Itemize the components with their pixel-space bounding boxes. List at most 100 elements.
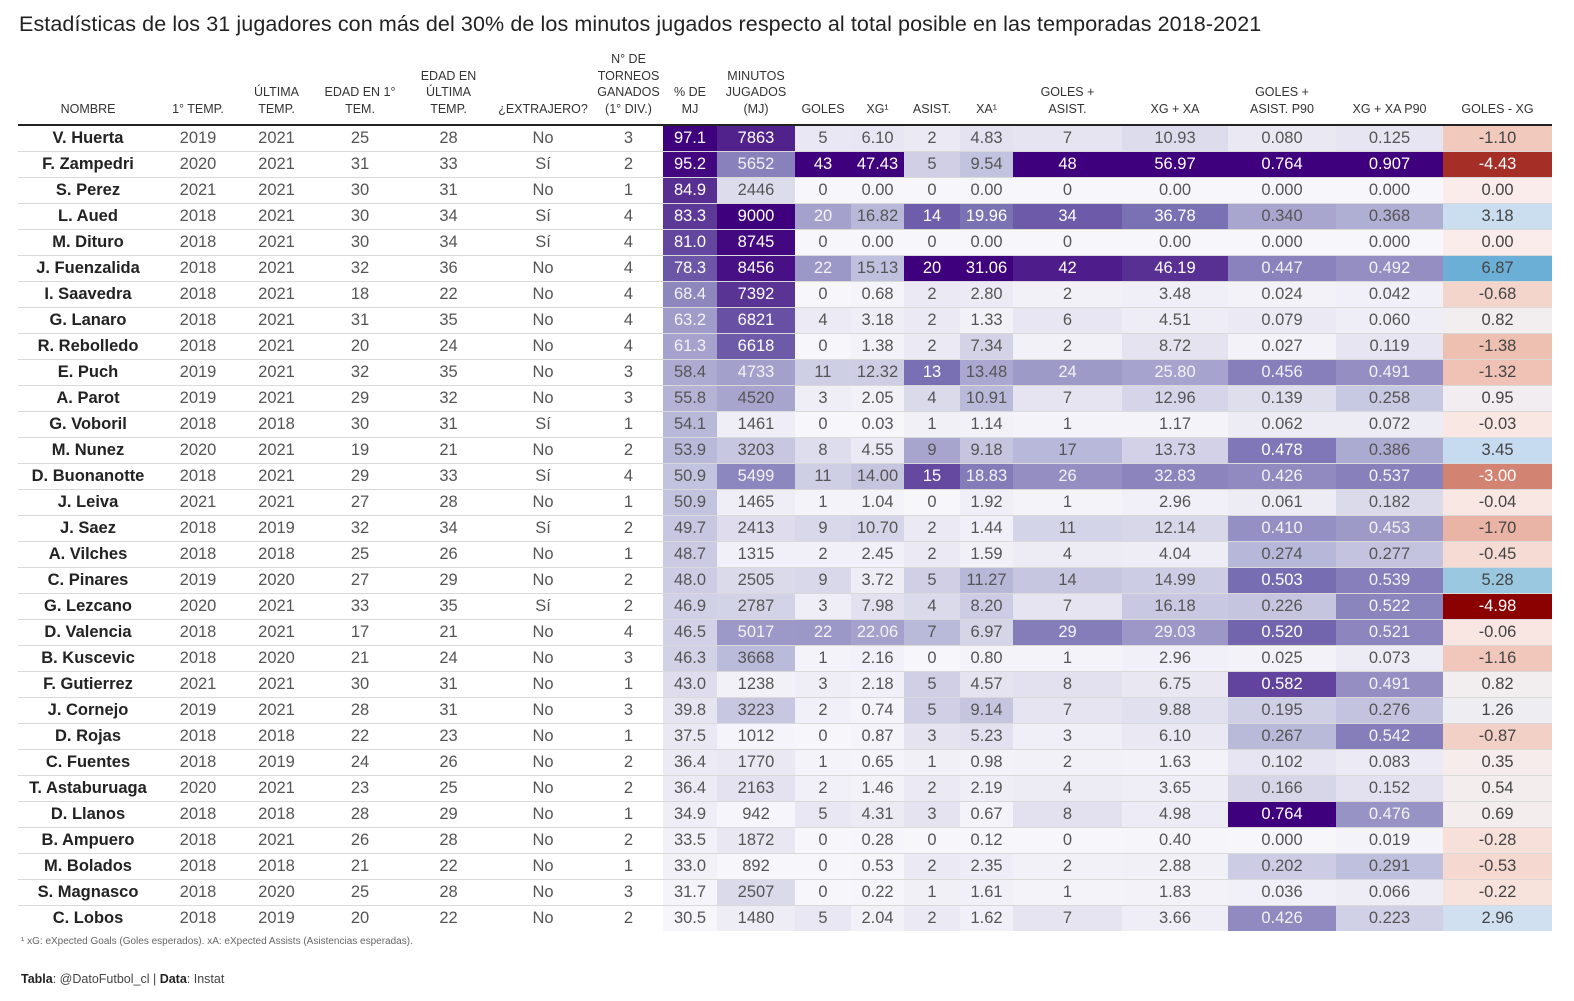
table-row: B. Ampuero 2018 2021 26 28 No 2 33.5 1872 0 0.28 0 0… (18, 827, 1552, 854)
cell-assists: 2 (904, 853, 960, 880)
cell-goals: 8 (795, 437, 851, 464)
cell-age-first: 32 (315, 515, 405, 542)
cell-assists: 4 (904, 593, 960, 620)
cell-minutes: 892 (717, 853, 795, 880)
cell-goals: 3 (795, 671, 851, 698)
cell-minutes: 3668 (717, 645, 795, 672)
cell-ga-p90: 0.000 (1228, 827, 1336, 854)
cell-xg-xa: 16.18 (1122, 593, 1228, 620)
cell-titles: 2 (594, 775, 663, 802)
cell-age-last: 35 (405, 359, 492, 386)
cell-goals-minus-xg: 3.18 (1443, 203, 1552, 230)
cell-age-first: 30 (315, 177, 405, 204)
cell-minutes: 942 (717, 801, 795, 828)
cell-goals-assists: 7 (1013, 385, 1122, 412)
cell-foreign: No (492, 775, 594, 802)
col-header-age-last: EDAD EN ÚLTIMA TEMP. (405, 46, 492, 126)
cell-xg-xa: 46.19 (1122, 255, 1228, 282)
cell-pct: 54.1 (663, 411, 717, 438)
cell-xg: 0.22 (851, 879, 904, 906)
cell-name: L. Aued (18, 203, 158, 230)
cell-pct: 43.0 (663, 671, 717, 698)
table-row: B. Kuscevic 2018 2020 21 24 No 3 46.3 3668 1 2.16 0… (18, 645, 1552, 672)
cell-first-season: 2020 (158, 593, 238, 620)
cell-foreign: No (492, 255, 594, 282)
cell-pct: 81.0 (663, 229, 717, 256)
cell-goals: 5 (795, 905, 851, 931)
cell-first-season: 2018 (158, 307, 238, 334)
cell-xgxa-p90: 0.152 (1336, 775, 1443, 802)
cell-xg: 2.04 (851, 905, 904, 931)
cell-pct: 48.7 (663, 541, 717, 568)
cell-xgxa-p90: 0.083 (1336, 749, 1443, 776)
cell-xg-xa: 1.17 (1122, 411, 1228, 438)
tabla-label: Tabla (21, 972, 53, 986)
cell-age-first: 21 (315, 645, 405, 672)
cell-age-last: 31 (405, 697, 492, 724)
cell-foreign: Sí (492, 203, 594, 230)
cell-xg: 2.45 (851, 541, 904, 568)
table-row: G. Voboril 2018 2018 30 31 Sí 1 54.1 1461 0 0.03 1 1… (18, 411, 1552, 438)
cell-xa: 31.06 (960, 255, 1013, 282)
cell-titles: 3 (594, 125, 663, 152)
cell-assists: 7 (904, 619, 960, 646)
table-body: V. Huerta 2019 2021 25 28 No 3 97.1 7863 5 6.10 2 4.… (18, 125, 1552, 931)
cell-ga-p90: 0.195 (1228, 697, 1336, 724)
cell-xg-xa: 3.48 (1122, 281, 1228, 308)
col-header-first-season: 1° TEMP. (158, 46, 238, 126)
table-row: C. Pinares 2019 2020 27 29 No 2 48.0 2505 9 3.72 5 1… (18, 567, 1552, 594)
cell-xg: 22.06 (851, 619, 904, 646)
cell-titles: 1 (594, 177, 663, 204)
col-header-age-first: EDAD EN 1° TEM. (315, 46, 405, 126)
cell-last-season: 2019 (238, 515, 315, 542)
cell-last-season: 2018 (238, 853, 315, 880)
cell-age-last: 21 (405, 619, 492, 646)
cell-goals-minus-xg: 2.96 (1443, 905, 1552, 931)
cell-first-season: 2018 (158, 333, 238, 360)
cell-xa: 5.23 (960, 723, 1013, 750)
cell-first-season: 2018 (158, 463, 238, 490)
cell-goals-minus-xg: -0.28 (1443, 827, 1552, 854)
cell-titles: 1 (594, 489, 663, 516)
cell-pct: 95.2 (663, 151, 717, 178)
cell-goals-minus-xg: -1.32 (1443, 359, 1552, 386)
cell-titles: 4 (594, 229, 663, 256)
cell-ga-p90: 0.024 (1228, 281, 1336, 308)
cell-first-season: 2018 (158, 723, 238, 750)
cell-xgxa-p90: 0.542 (1336, 723, 1443, 750)
cell-ga-p90: 0.139 (1228, 385, 1336, 412)
cell-xgxa-p90: 0.060 (1336, 307, 1443, 334)
cell-goals: 0 (795, 333, 851, 360)
cell-minutes: 1770 (717, 749, 795, 776)
table-row: S. Perez 2021 2021 30 31 No 1 84.9 2446 0 0.00 0 0.0… (18, 177, 1552, 204)
cell-xgxa-p90: 0.223 (1336, 905, 1443, 931)
cell-minutes: 5652 (717, 151, 795, 178)
cell-minutes: 2413 (717, 515, 795, 542)
cell-goals-minus-xg: 0.69 (1443, 801, 1552, 828)
cell-assists: 0 (904, 177, 960, 204)
cell-first-season: 2018 (158, 411, 238, 438)
cell-goals-assists: 29 (1013, 619, 1122, 646)
cell-age-last: 29 (405, 801, 492, 828)
cell-name: M. Nunez (18, 437, 158, 464)
cell-ga-p90: 0.582 (1228, 671, 1336, 698)
table-row: V. Huerta 2019 2021 25 28 No 3 97.1 7863 5 6.10 2 4.… (18, 125, 1552, 152)
cell-minutes: 2507 (717, 879, 795, 906)
cell-age-first: 32 (315, 359, 405, 386)
cell-xg: 4.55 (851, 437, 904, 464)
cell-xgxa-p90: 0.042 (1336, 281, 1443, 308)
cell-xg: 2.16 (851, 645, 904, 672)
cell-ga-p90: 0.267 (1228, 723, 1336, 750)
cell-first-season: 2019 (158, 385, 238, 412)
cell-last-season: 2021 (238, 125, 315, 152)
cell-age-last: 26 (405, 541, 492, 568)
cell-xa: 9.54 (960, 151, 1013, 178)
cell-assists: 14 (904, 203, 960, 230)
cell-name: M. Bolados (18, 853, 158, 880)
cell-xa: 18.83 (960, 463, 1013, 490)
cell-pct: 48.0 (663, 567, 717, 594)
cell-xg: 15.13 (851, 255, 904, 282)
cell-xg: 0.87 (851, 723, 904, 750)
cell-name: G. Voboril (18, 411, 158, 438)
cell-goals: 0 (795, 229, 851, 256)
